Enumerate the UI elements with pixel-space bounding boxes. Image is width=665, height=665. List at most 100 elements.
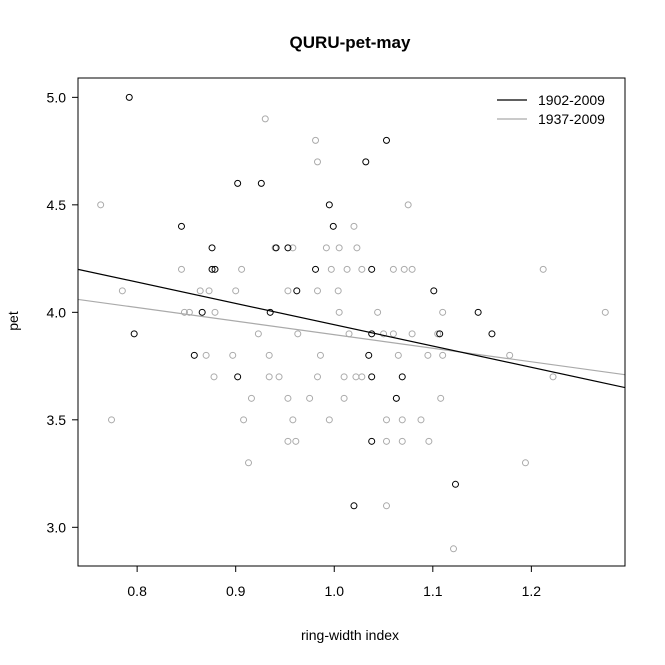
legend-label: 1902-2009 <box>538 92 605 108</box>
data-point <box>425 437 433 445</box>
data-point <box>312 136 320 144</box>
data-point <box>97 201 105 209</box>
data-point <box>488 330 496 338</box>
data-point <box>205 287 213 295</box>
data-point <box>247 394 255 402</box>
x-tick-label: 0.9 <box>226 583 246 599</box>
data-point <box>275 373 283 381</box>
data-point <box>198 308 206 316</box>
data-point <box>358 265 366 273</box>
data-point <box>329 222 337 230</box>
data-point <box>325 416 333 424</box>
data-point <box>392 394 400 402</box>
data-point <box>257 179 265 187</box>
y-tick-label: 3.0 <box>47 519 67 535</box>
data-point <box>265 373 273 381</box>
data-point <box>380 330 388 338</box>
x-tick-label: 1.2 <box>522 583 542 599</box>
data-point <box>208 265 216 273</box>
data-point <box>229 351 237 359</box>
data-point <box>325 201 333 209</box>
y-tick-label: 3.5 <box>47 412 67 428</box>
data-point <box>261 115 269 123</box>
data-point <box>424 351 432 359</box>
y-tick-label: 4.5 <box>47 197 67 213</box>
y-tick-label: 4.0 <box>47 304 67 320</box>
data-point <box>382 502 390 510</box>
data-point <box>539 265 547 273</box>
data-point <box>434 330 442 338</box>
data-point <box>284 287 292 295</box>
y-tick-label: 5.0 <box>47 89 67 105</box>
data-point <box>353 244 361 252</box>
data-point <box>234 373 242 381</box>
data-point <box>451 480 459 488</box>
plot-area <box>78 93 625 553</box>
data-point <box>343 265 351 273</box>
data-point <box>190 351 198 359</box>
data-point <box>293 287 301 295</box>
data-point <box>306 394 314 402</box>
data-point <box>245 459 253 467</box>
data-point <box>430 287 438 295</box>
data-point <box>450 545 458 553</box>
data-point <box>327 265 335 273</box>
data-point <box>382 136 390 144</box>
data-point <box>313 158 321 166</box>
data-point <box>436 330 444 338</box>
data-point <box>437 394 445 402</box>
data-point <box>177 222 185 230</box>
data-point <box>292 437 300 445</box>
data-point <box>238 265 246 273</box>
chart-title: QURU-pet-may <box>290 33 411 52</box>
data-point <box>398 373 406 381</box>
data-point <box>284 244 292 252</box>
data-point <box>352 373 360 381</box>
data-point <box>108 416 116 424</box>
data-point <box>521 459 529 467</box>
data-point <box>474 308 482 316</box>
data-point <box>365 351 373 359</box>
x-tick-label: 1.0 <box>325 583 345 599</box>
data-point <box>202 351 210 359</box>
axes: 0.8 0.9 1.0 1.1 1.2 3.0 3.5 4.0 4.5 5.0 <box>47 77 626 599</box>
data-point <box>368 265 376 273</box>
data-point <box>358 373 366 381</box>
data-point <box>549 373 557 381</box>
data-point <box>284 394 292 402</box>
data-point <box>389 265 397 273</box>
data-point <box>362 158 370 166</box>
data-point <box>368 437 376 445</box>
data-point <box>368 373 376 381</box>
data-point <box>313 373 321 381</box>
data-point <box>334 287 342 295</box>
data-point <box>180 308 188 316</box>
fit-line-1902-2009 <box>78 268 625 389</box>
data-point <box>312 265 320 273</box>
data-point <box>382 416 390 424</box>
data-point <box>322 244 330 252</box>
data-point <box>404 201 412 209</box>
data-point <box>254 330 262 338</box>
data-point <box>506 351 514 359</box>
data-point <box>130 330 138 338</box>
plot-frame <box>77 77 626 567</box>
data-point <box>408 265 416 273</box>
x-tick-label: 0.8 <box>127 583 147 599</box>
data-point <box>417 416 425 424</box>
data-point <box>601 308 609 316</box>
data-point <box>118 287 126 295</box>
legend: 1902-2009 1937-2009 <box>497 92 605 127</box>
data-point <box>382 437 390 445</box>
data-point <box>316 351 324 359</box>
data-point <box>394 351 402 359</box>
y-axis-label: pet <box>5 311 21 331</box>
fit-line-1937-2009 <box>78 298 625 376</box>
data-point <box>284 437 292 445</box>
data-point <box>350 222 358 230</box>
data-point <box>289 416 297 424</box>
data-point <box>232 287 240 295</box>
data-point <box>294 330 302 338</box>
data-point <box>177 265 185 273</box>
